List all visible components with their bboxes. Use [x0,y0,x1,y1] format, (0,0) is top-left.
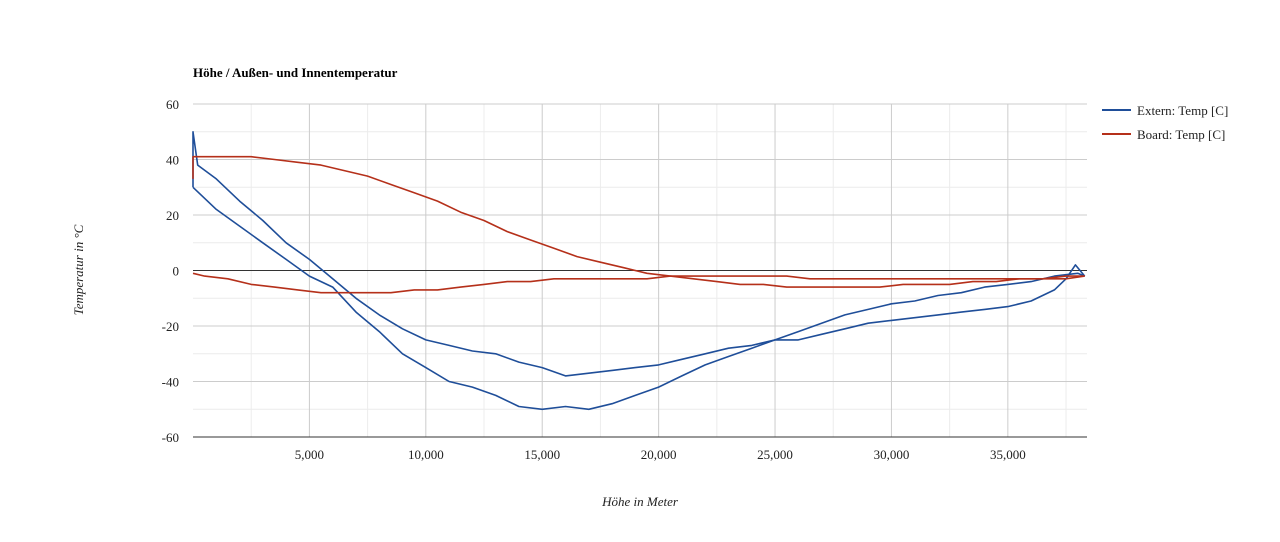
x-tick-label: 30,000 [874,447,910,462]
legend-label: Extern: Temp [C] [1137,103,1228,118]
x-tick-label: 15,000 [524,447,560,462]
series-1-descent-line [192,186,1085,411]
x-tick-label: 10,000 [408,447,444,462]
series-1-ascent-line [192,131,1086,377]
x-axis-title: Höhe in Meter [601,494,679,509]
y-axis-title: Temperatur in °C [71,224,86,315]
chart-title: Höhe / Außen- und Innentemperatur [193,65,398,80]
y-tick-label: -60 [162,430,179,445]
y-tick-label: 0 [173,264,180,279]
y-tick-label: 40 [166,153,179,168]
x-tick-label: 25,000 [757,447,793,462]
y-tick-label: -20 [162,319,179,334]
x-tick-label: 20,000 [641,447,677,462]
series-2-descent-line [192,272,1085,294]
y-tick-label: 60 [166,97,179,112]
plot-area [192,131,1086,411]
legend: Extern: Temp [C] Board: Temp [C] [1102,103,1228,142]
y-tick-label: 20 [166,208,179,223]
series-2-ascent-line [192,155,1085,288]
grid [193,103,1087,438]
legend-label: Board: Temp [C] [1137,127,1225,142]
axes: 5,000 10,000 15,000 20,000 25,000 30,000 35,00… [162,97,1087,462]
x-tick-label: 5,000 [295,447,324,462]
x-tick-label: 35,000 [990,447,1026,462]
y-tick-label: -40 [162,375,179,390]
